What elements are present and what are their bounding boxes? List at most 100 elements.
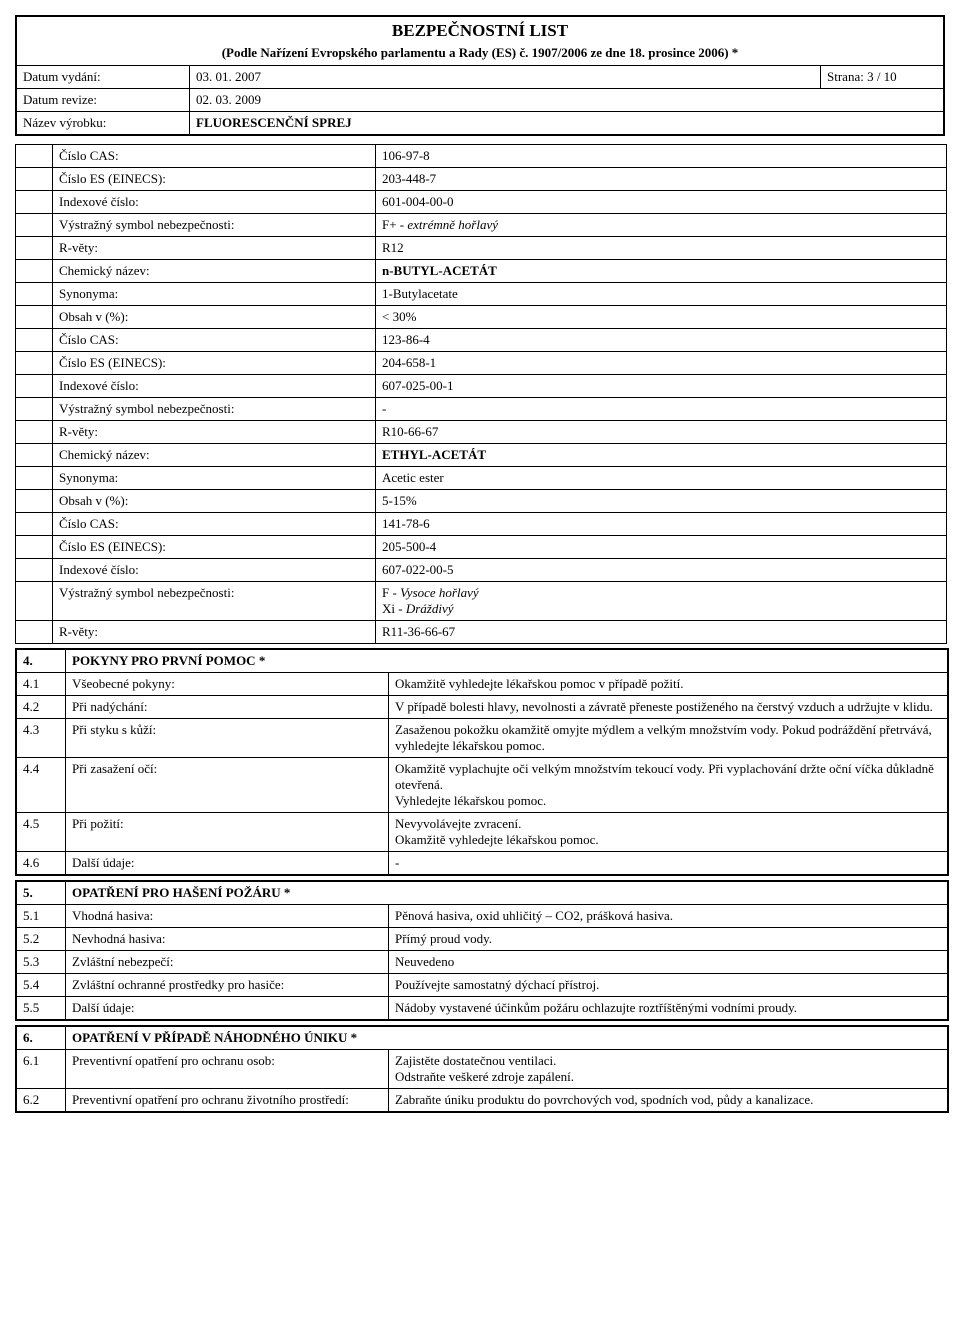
chemical-label: Číslo ES (EINECS): xyxy=(53,536,376,558)
sub-row-number: 5.2 xyxy=(17,928,66,950)
indent-cell xyxy=(16,444,53,466)
chemical-value: 106-97-8 xyxy=(376,145,946,167)
chemical-value: R12 xyxy=(376,237,946,259)
section-sub-row: 6.1Preventivní opatření pro ochranu osob… xyxy=(17,1050,947,1089)
header-value: 03. 01. 2007 xyxy=(190,66,820,88)
sub-row-value: V případě bolesti hlavy, nevolnosti a zá… xyxy=(389,696,947,718)
chemical-row: Číslo CAS:106-97-8 xyxy=(16,145,946,168)
chemical-row: R-věty:R12 xyxy=(16,237,946,260)
chemical-value: 203-448-7 xyxy=(376,168,946,190)
section-sub-row: 4.6Další údaje:- xyxy=(17,852,947,874)
chemical-label: Výstražný symbol nebezpečnosti: xyxy=(53,214,376,236)
chemical-label: R-věty: xyxy=(53,621,376,643)
chemical-label: R-věty: xyxy=(53,421,376,443)
chemical-label: Obsah v (%): xyxy=(53,490,376,512)
sub-row-value: Nevyvolávejte zvracení.Okamžitě vyhledej… xyxy=(389,813,947,851)
indent-cell xyxy=(16,513,53,535)
chemical-row: Číslo ES (EINECS):205-500-4 xyxy=(16,536,946,559)
sub-row-label: Při nadýchání: xyxy=(66,696,389,718)
chemical-label: Číslo ES (EINECS): xyxy=(53,352,376,374)
chemical-label: Indexové číslo: xyxy=(53,375,376,397)
section-sub-row: 5.4Zvláštní ochranné prostředky pro hasi… xyxy=(17,974,947,997)
sub-row-value: Přímý proud vody. xyxy=(389,928,947,950)
chemical-label: Číslo CAS: xyxy=(53,329,376,351)
section-header-row: 6.OPATŘENÍ V PŘÍPADĚ NÁHODNÉHO ÚNIKU * xyxy=(17,1027,947,1050)
header-value: FLUORESCENČNÍ SPREJ xyxy=(190,112,943,134)
chemical-value: 607-025-00-1 xyxy=(376,375,946,397)
chemical-value: R11-36-66-67 xyxy=(376,621,946,643)
sub-row-value: Zajistěte dostatečnou ventilaci.Odstraňt… xyxy=(389,1050,947,1088)
section-sub-row: 4.2Při nadýchání:V případě bolesti hlavy… xyxy=(17,696,947,719)
sub-row-label: Při zasažení očí: xyxy=(66,758,389,812)
chemical-row: R-věty:R10-66-67 xyxy=(16,421,946,444)
chemical-value: n-BUTYL-ACETÁT xyxy=(376,260,946,282)
section-number: 4. xyxy=(17,650,66,672)
chemical-label: Chemický název: xyxy=(53,444,376,466)
section-title: OPATŘENÍ V PŘÍPADĚ NÁHODNÉHO ÚNIKU * xyxy=(66,1027,947,1049)
indent-cell xyxy=(16,168,53,190)
sub-row-value: Zasaženou pokožku okamžitě omyjte mýdlem… xyxy=(389,719,947,757)
chemical-row: Číslo ES (EINECS):203-448-7 xyxy=(16,168,946,191)
chemical-label: Číslo ES (EINECS): xyxy=(53,168,376,190)
chemical-row: Indexové číslo:607-025-00-1 xyxy=(16,375,946,398)
section-title: OPATŘENÍ PRO HAŠENÍ POŽÁRU * xyxy=(66,882,947,904)
section-title: POKYNY PRO PRVNÍ POMOC * xyxy=(66,650,947,672)
section-sub-row: 6.2Preventivní opatření pro ochranu živo… xyxy=(17,1089,947,1111)
sub-row-label: Preventivní opatření pro ochranu osob: xyxy=(66,1050,389,1088)
section-sub-row: 5.3Zvláštní nebezpečí:Neuvedeno xyxy=(17,951,947,974)
chemical-row: Chemický název:n-BUTYL-ACETÁT xyxy=(16,260,946,283)
chemical-row: Číslo CAS:141-78-6 xyxy=(16,513,946,536)
chemical-value: ETHYL-ACETÁT xyxy=(376,444,946,466)
sub-row-number: 4.4 xyxy=(17,758,66,812)
indent-cell xyxy=(16,375,53,397)
sub-row-label: Zvláštní ochranné prostředky pro hasiče: xyxy=(66,974,389,996)
chemical-value: 123-86-4 xyxy=(376,329,946,351)
header-page: Strana: 3 / 10 xyxy=(820,66,943,88)
chemical-label: Obsah v (%): xyxy=(53,306,376,328)
doc-title: BEZPEČNOSTNÍ LIST xyxy=(17,17,943,45)
sub-row-value: Neuvedeno xyxy=(389,951,947,973)
chemical-value: R10-66-67 xyxy=(376,421,946,443)
chemical-label: Synonyma: xyxy=(53,283,376,305)
section-sub-row: 5.1Vhodná hasiva:Pěnová hasiva, oxid uhl… xyxy=(17,905,947,928)
chemical-label: Číslo CAS: xyxy=(53,145,376,167)
chemical-row: Synonyma:Acetic ester xyxy=(16,467,946,490)
sub-row-label: Vhodná hasiva: xyxy=(66,905,389,927)
section-sub-row: 4.5Při požití:Nevyvolávejte zvracení.Oka… xyxy=(17,813,947,852)
indent-cell xyxy=(16,559,53,581)
chemical-value: 5-15% xyxy=(376,490,946,512)
indent-cell xyxy=(16,214,53,236)
sub-row-number: 6.1 xyxy=(17,1050,66,1088)
indent-cell xyxy=(16,421,53,443)
chemicals-table: Číslo CAS:106-97-8Číslo ES (EINECS):203-… xyxy=(15,144,947,644)
section-5: 5.OPATŘENÍ PRO HAŠENÍ POŽÁRU *5.1Vhodná … xyxy=(15,880,949,1021)
chemical-value: 607-022-00-5 xyxy=(376,559,946,581)
sub-row-value: Okamžitě vyhledejte lékařskou pomoc v př… xyxy=(389,673,947,695)
indent-cell xyxy=(16,490,53,512)
section-sub-row: 4.1Všeobecné pokyny:Okamžitě vyhledejte … xyxy=(17,673,947,696)
chemical-row: Výstražný symbol nebezpečnosti:F+ - extr… xyxy=(16,214,946,237)
sub-row-number: 5.3 xyxy=(17,951,66,973)
chemical-value: 141-78-6 xyxy=(376,513,946,535)
chemical-value: Acetic ester xyxy=(376,467,946,489)
header-label: Datum revize: xyxy=(17,89,190,111)
indent-cell xyxy=(16,283,53,305)
sub-row-value: Okamžitě vyplachujte oči velkým množství… xyxy=(389,758,947,812)
header-value: 02. 03. 2009 xyxy=(190,89,943,111)
section-6: 6.OPATŘENÍ V PŘÍPADĚ NÁHODNÉHO ÚNIKU *6.… xyxy=(15,1025,949,1113)
chemical-value: 205-500-4 xyxy=(376,536,946,558)
chemical-row: Obsah v (%):< 30% xyxy=(16,306,946,329)
sub-row-label: Všeobecné pokyny: xyxy=(66,673,389,695)
chemical-label: Chemický název: xyxy=(53,260,376,282)
indent-cell xyxy=(16,260,53,282)
sub-row-number: 4.6 xyxy=(17,852,66,874)
chemical-value: - xyxy=(376,398,946,420)
sub-row-value: Používejte samostatný dýchací přístroj. xyxy=(389,974,947,996)
chemical-row: Číslo CAS:123-86-4 xyxy=(16,329,946,352)
chemical-label: R-věty: xyxy=(53,237,376,259)
indent-cell xyxy=(16,398,53,420)
header-label: Název výrobku: xyxy=(17,112,190,134)
chemical-row: Výstražný symbol nebezpečnosti:- xyxy=(16,398,946,421)
chemical-label: Číslo CAS: xyxy=(53,513,376,535)
chemical-value: F - Vysoce hořlavýXi - Dráždivý xyxy=(376,582,946,620)
